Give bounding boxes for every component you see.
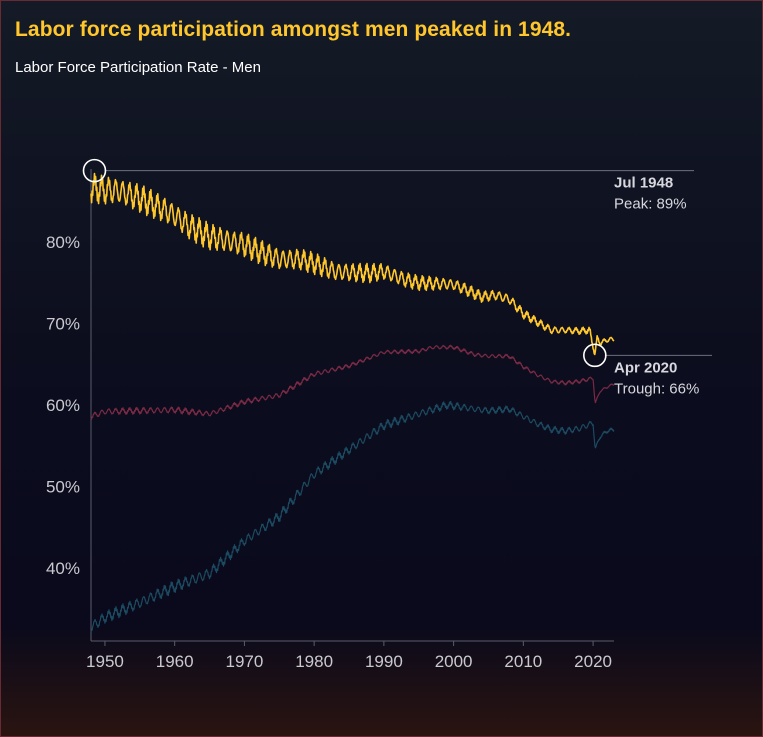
- x-tick-label: 1980: [295, 652, 333, 671]
- x-tick-label: 1990: [365, 652, 403, 671]
- x-tick-label: 1960: [156, 652, 194, 671]
- series-line-women: [90, 400, 615, 632]
- y-tick-label: 50%: [46, 477, 80, 496]
- y-tick-label: 80%: [46, 233, 80, 252]
- annotation-text: Trough: 66%: [614, 380, 699, 397]
- series-line-men: [90, 172, 615, 356]
- tick-labels: 40% 50% 60% 70% 80% 1950 1960 1970 1980 1990 2000 2…: [46, 233, 612, 671]
- chart-subtitle: Labor Force Participation Rate - Men: [15, 59, 261, 76]
- x-tick-label: 1950: [86, 652, 124, 671]
- annotation-marker: [82, 158, 107, 183]
- annotation-title: Jul 1948: [614, 175, 673, 192]
- series-layer: [90, 172, 615, 632]
- annotation-marker: [583, 343, 607, 368]
- y-tick-label: 40%: [46, 559, 80, 578]
- chart-title: Labor force participation amongst men pe…: [15, 18, 572, 41]
- x-tick-label: 1970: [225, 652, 263, 671]
- x-tick-label: 2000: [435, 652, 473, 671]
- series-line-overall: [90, 344, 615, 420]
- x-tick-label: 2020: [574, 652, 612, 671]
- annotations: Jul 1948 Peak: 89% Apr 2020 Trough: 66%: [82, 158, 699, 397]
- y-tick-label: 60%: [46, 396, 80, 415]
- y-tick-label: 70%: [46, 315, 80, 334]
- annotation-text: Peak: 89%: [614, 196, 687, 213]
- reference-lines: [104, 170, 712, 356]
- axes: [90, 169, 614, 642]
- x-tick-label: 2010: [504, 652, 542, 671]
- annotation-title: Apr 2020: [614, 359, 677, 376]
